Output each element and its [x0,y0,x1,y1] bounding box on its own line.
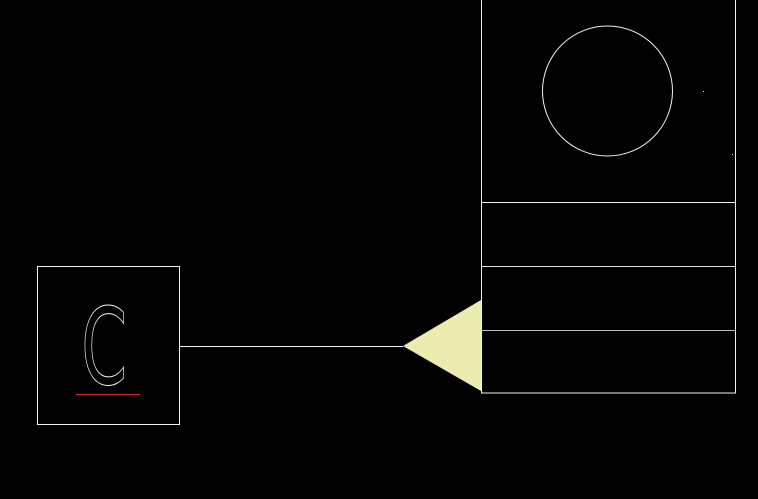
left-box-glyph: C [81,285,127,409]
left-box-frame [37,266,180,425]
dot-marker [732,154,733,155]
left-box[interactable]: C [37,266,180,425]
right-box[interactable] [481,0,736,394]
arrowhead-triangle[interactable] [403,300,481,391]
circle-shape [542,25,673,157]
right-box-frame [481,0,736,394]
dot-marker [703,91,704,92]
